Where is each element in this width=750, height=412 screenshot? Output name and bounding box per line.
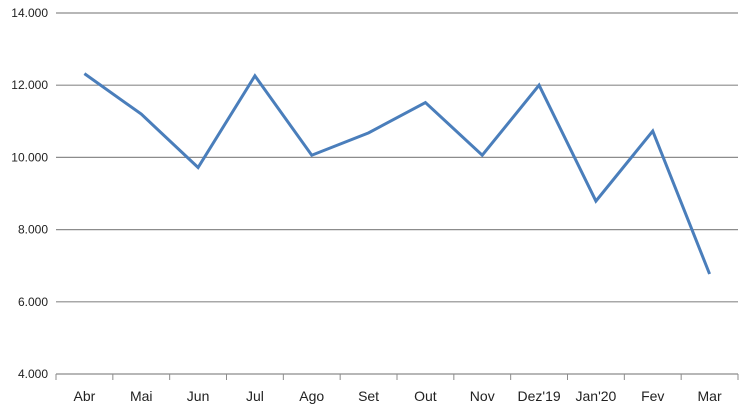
x-tick-label: Out	[414, 388, 437, 404]
x-tick-label: Jun	[187, 388, 210, 404]
gridlines	[56, 12, 738, 303]
x-tick-label: Dez'19	[518, 388, 561, 404]
x-tick-label: Mar	[698, 388, 722, 404]
y-tick-label: 4.000	[18, 367, 48, 381]
y-axis: 4.000 6.000 8.000 10.000 12.000 14.000	[11, 6, 48, 381]
data-line	[83, 72, 711, 275]
x-tick-label: Fev	[641, 388, 664, 404]
y-tick-label: 10.000	[11, 150, 48, 164]
x-tick-label: Abr	[74, 388, 96, 404]
x-tick-label: Mai	[130, 388, 153, 404]
y-tick-label: 12.000	[11, 78, 48, 92]
x-tick-label: Set	[358, 388, 379, 404]
x-axis: Abr Mai Jun Jul Ago Set Out Nov Dez'19 Jan'20 Fev M…	[55, 373, 739, 404]
x-tick-label: Jul	[246, 388, 264, 404]
series-line	[83, 72, 711, 275]
y-tick-label: 14.000	[11, 6, 48, 20]
x-tick-label: Ago	[299, 388, 324, 404]
y-tick-label: 6.000	[18, 295, 48, 309]
x-tick-label: Nov	[470, 388, 495, 404]
y-tick-label: 8.000	[18, 223, 48, 237]
x-tick-label: Jan'20	[576, 388, 617, 404]
